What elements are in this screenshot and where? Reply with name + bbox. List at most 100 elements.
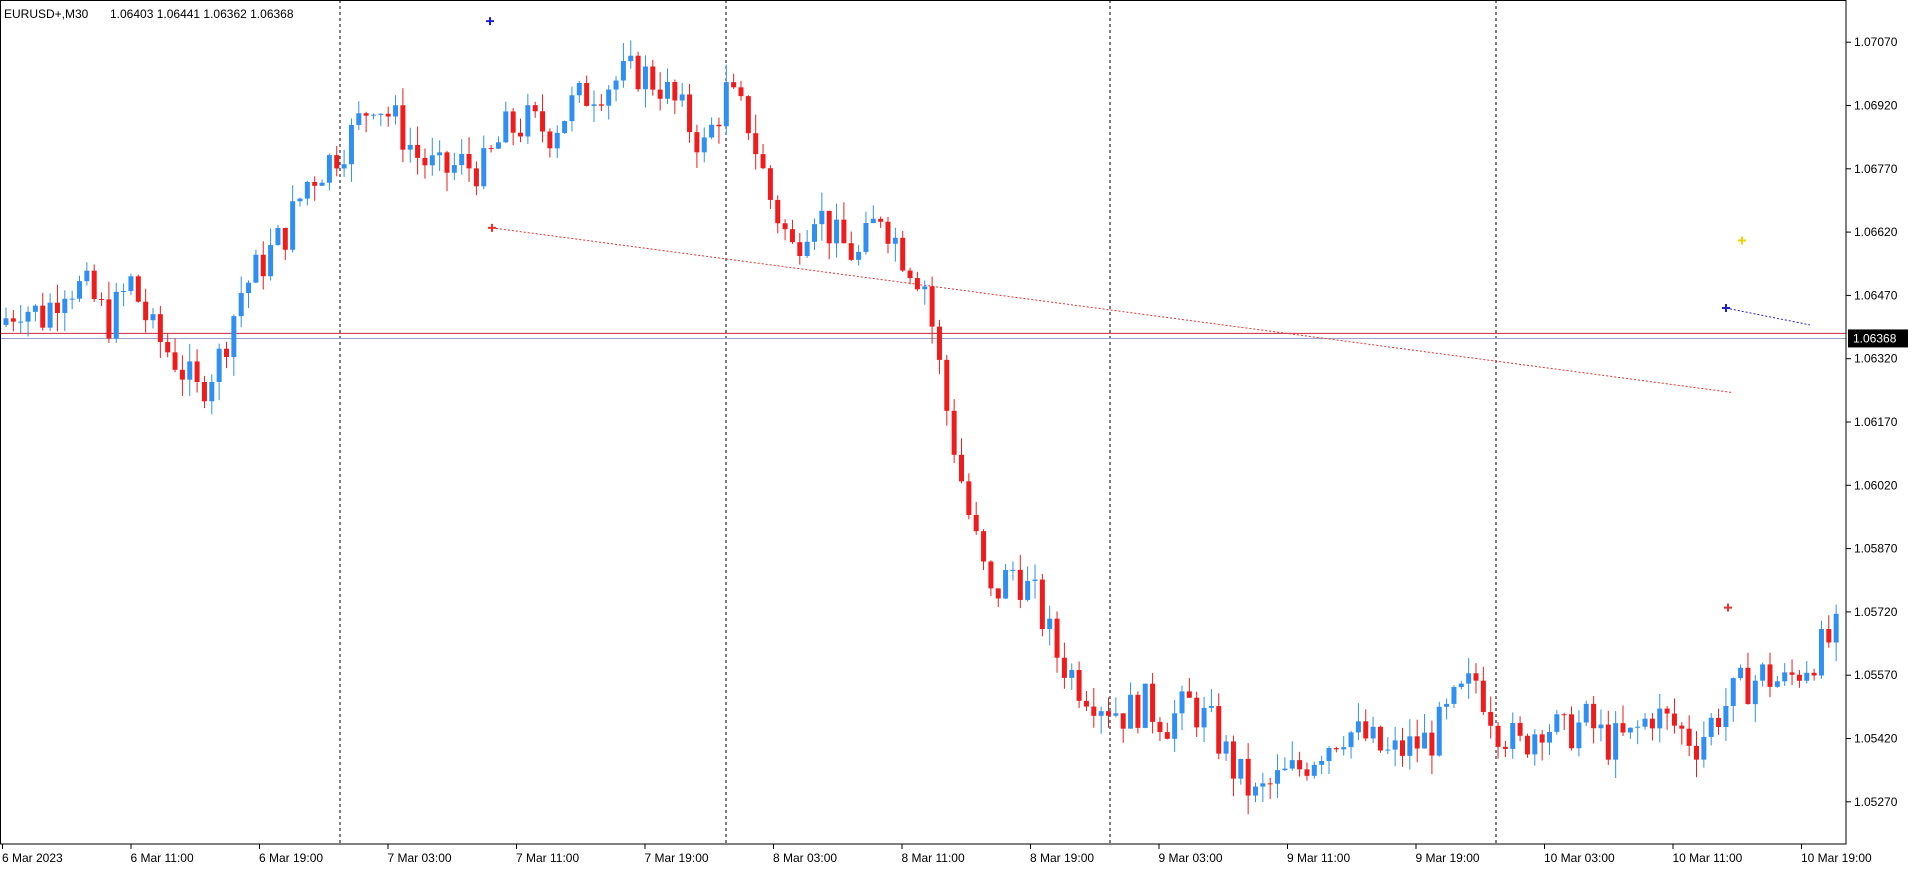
candle-body bbox=[738, 87, 744, 97]
candle bbox=[481, 135, 487, 190]
candle bbox=[848, 231, 854, 262]
candle bbox=[1480, 666, 1486, 716]
candle bbox=[1164, 722, 1170, 740]
candle-body bbox=[1561, 714, 1567, 716]
candle-body bbox=[437, 152, 443, 156]
candle bbox=[135, 274, 141, 303]
candle-body bbox=[694, 132, 700, 153]
trade-markers bbox=[486, 17, 1746, 612]
x-tick-label: 8 Mar 03:00 bbox=[773, 851, 837, 865]
candle bbox=[1091, 687, 1097, 728]
candle-body bbox=[1179, 691, 1185, 714]
candle bbox=[1216, 693, 1222, 760]
candle-body bbox=[900, 237, 906, 271]
candle bbox=[444, 150, 450, 192]
candle bbox=[635, 51, 641, 92]
candle-body bbox=[32, 305, 38, 312]
candle-body bbox=[47, 302, 53, 328]
candle-body bbox=[1186, 691, 1192, 698]
candle-body bbox=[687, 94, 693, 133]
candle-body bbox=[1583, 703, 1589, 723]
candle-body bbox=[1422, 732, 1428, 749]
candle bbox=[1025, 566, 1031, 602]
candle bbox=[165, 333, 171, 358]
candle-body bbox=[775, 199, 781, 224]
candle-body bbox=[745, 96, 751, 134]
candle-body bbox=[135, 276, 141, 302]
candle bbox=[885, 216, 891, 254]
candle bbox=[1186, 678, 1192, 699]
x-tick-label: 10 Mar 03:00 bbox=[1544, 851, 1615, 865]
candle bbox=[1716, 708, 1722, 735]
candle bbox=[1796, 670, 1802, 688]
candle bbox=[47, 293, 53, 332]
candle-body bbox=[569, 95, 575, 122]
candle bbox=[1201, 696, 1207, 743]
candle bbox=[282, 227, 288, 260]
candle bbox=[1414, 719, 1420, 763]
candle bbox=[856, 244, 862, 266]
candle bbox=[812, 218, 817, 251]
candle bbox=[348, 118, 354, 182]
candle bbox=[1561, 712, 1567, 731]
candle bbox=[1760, 662, 1766, 687]
candle bbox=[1738, 664, 1744, 681]
candle bbox=[1076, 661, 1082, 709]
candle-body bbox=[767, 168, 773, 200]
candle bbox=[1017, 554, 1023, 609]
candle-body bbox=[753, 133, 759, 155]
candle-body bbox=[650, 66, 656, 90]
candle-body bbox=[290, 201, 296, 250]
candle-body bbox=[1620, 723, 1626, 733]
candle-body bbox=[1032, 579, 1038, 581]
candle-body bbox=[1216, 706, 1222, 754]
candle-body bbox=[378, 113, 384, 115]
candle-body bbox=[1275, 770, 1281, 784]
candle-body bbox=[1576, 722, 1582, 749]
candle-body bbox=[1054, 618, 1060, 658]
y-tick-label: 1.07070 bbox=[1854, 35, 1898, 49]
candle-body bbox=[334, 155, 340, 169]
candle-body bbox=[371, 114, 376, 116]
candle-body bbox=[1782, 672, 1788, 682]
candle bbox=[312, 176, 318, 201]
x-tick-label: 7 Mar 11:00 bbox=[516, 851, 579, 865]
candle-body bbox=[393, 105, 399, 117]
candle bbox=[91, 264, 97, 302]
candle-body bbox=[495, 142, 501, 149]
candle bbox=[1444, 698, 1450, 720]
candle bbox=[1730, 677, 1736, 722]
candle-body bbox=[1260, 783, 1266, 787]
candle bbox=[326, 153, 332, 191]
candle-body bbox=[503, 111, 509, 143]
candle-body bbox=[907, 270, 913, 279]
candle bbox=[1032, 564, 1038, 599]
candle-body bbox=[804, 241, 810, 257]
candle-body bbox=[789, 229, 795, 243]
candle-body bbox=[1120, 713, 1126, 729]
candle-body bbox=[892, 237, 898, 244]
candle-body bbox=[488, 148, 494, 150]
candle-body bbox=[540, 111, 546, 132]
candle bbox=[988, 560, 994, 596]
candle bbox=[400, 88, 406, 163]
candle bbox=[1363, 709, 1369, 742]
candle-body bbox=[1730, 678, 1736, 707]
candle bbox=[1230, 735, 1236, 797]
candle-body bbox=[1774, 681, 1780, 687]
candle-body bbox=[62, 298, 68, 313]
candle bbox=[679, 82, 685, 107]
candle bbox=[841, 202, 847, 244]
candle bbox=[1039, 573, 1045, 637]
candle bbox=[914, 271, 920, 292]
candle-body bbox=[1363, 721, 1369, 739]
candle-body bbox=[99, 299, 105, 301]
candle-body bbox=[532, 105, 538, 112]
candle-body bbox=[856, 251, 862, 260]
candle-body bbox=[1370, 726, 1376, 739]
candle bbox=[598, 94, 604, 111]
candle-body bbox=[1201, 707, 1207, 728]
candle bbox=[1311, 761, 1317, 779]
